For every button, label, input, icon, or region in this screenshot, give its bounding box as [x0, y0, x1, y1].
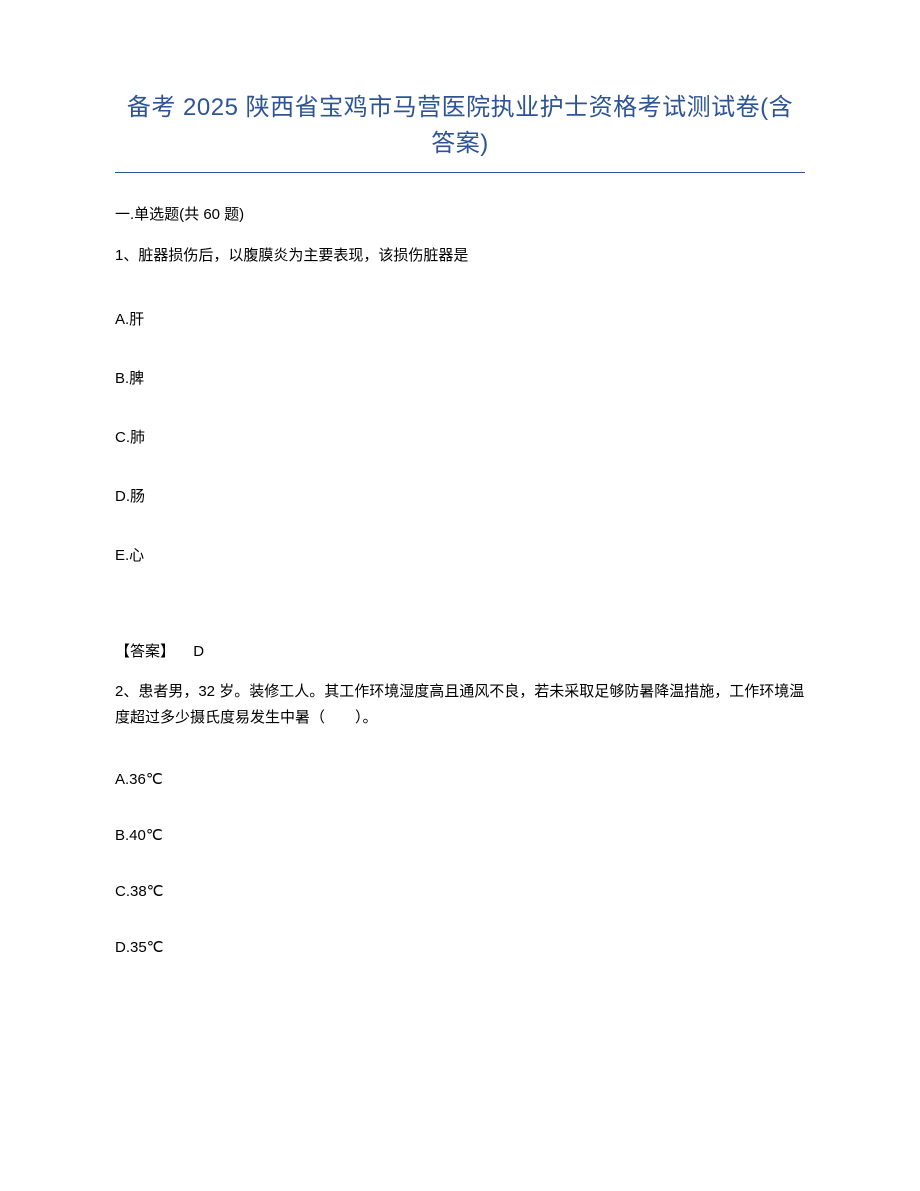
answer-value: D	[193, 643, 204, 660]
question-2-option-c: C.38℃	[115, 882, 805, 900]
question-1-option-d: D.肠	[115, 485, 805, 506]
question-1-option-c: C.肺	[115, 426, 805, 447]
question-1-option-e: E.心	[115, 544, 805, 565]
exam-title: 备考 2025 陕西省宝鸡市马营医院执业护士资格考试测试卷(含答案)	[115, 90, 805, 173]
question-1-answer: 【答案】 D	[115, 640, 805, 661]
question-2-text: 2、患者男，32 岁。装修工人。其工作环境湿度高且通风不良，若未采取足够防暑降温…	[115, 679, 805, 730]
section-header: 一.单选题(共 60 题)	[115, 203, 805, 224]
question-2-option-d: D.35℃	[115, 938, 805, 956]
question-1-text: 1、脏器损伤后，以腹膜炎为主要表现，该损伤脏器是	[115, 244, 805, 268]
question-2-option-b: B.40℃	[115, 826, 805, 844]
answer-label: 【答案】	[115, 643, 175, 660]
question-1-option-b: B.脾	[115, 367, 805, 388]
question-1-option-a: A.肝	[115, 308, 805, 329]
question-2-option-a: A.36℃	[115, 770, 805, 788]
